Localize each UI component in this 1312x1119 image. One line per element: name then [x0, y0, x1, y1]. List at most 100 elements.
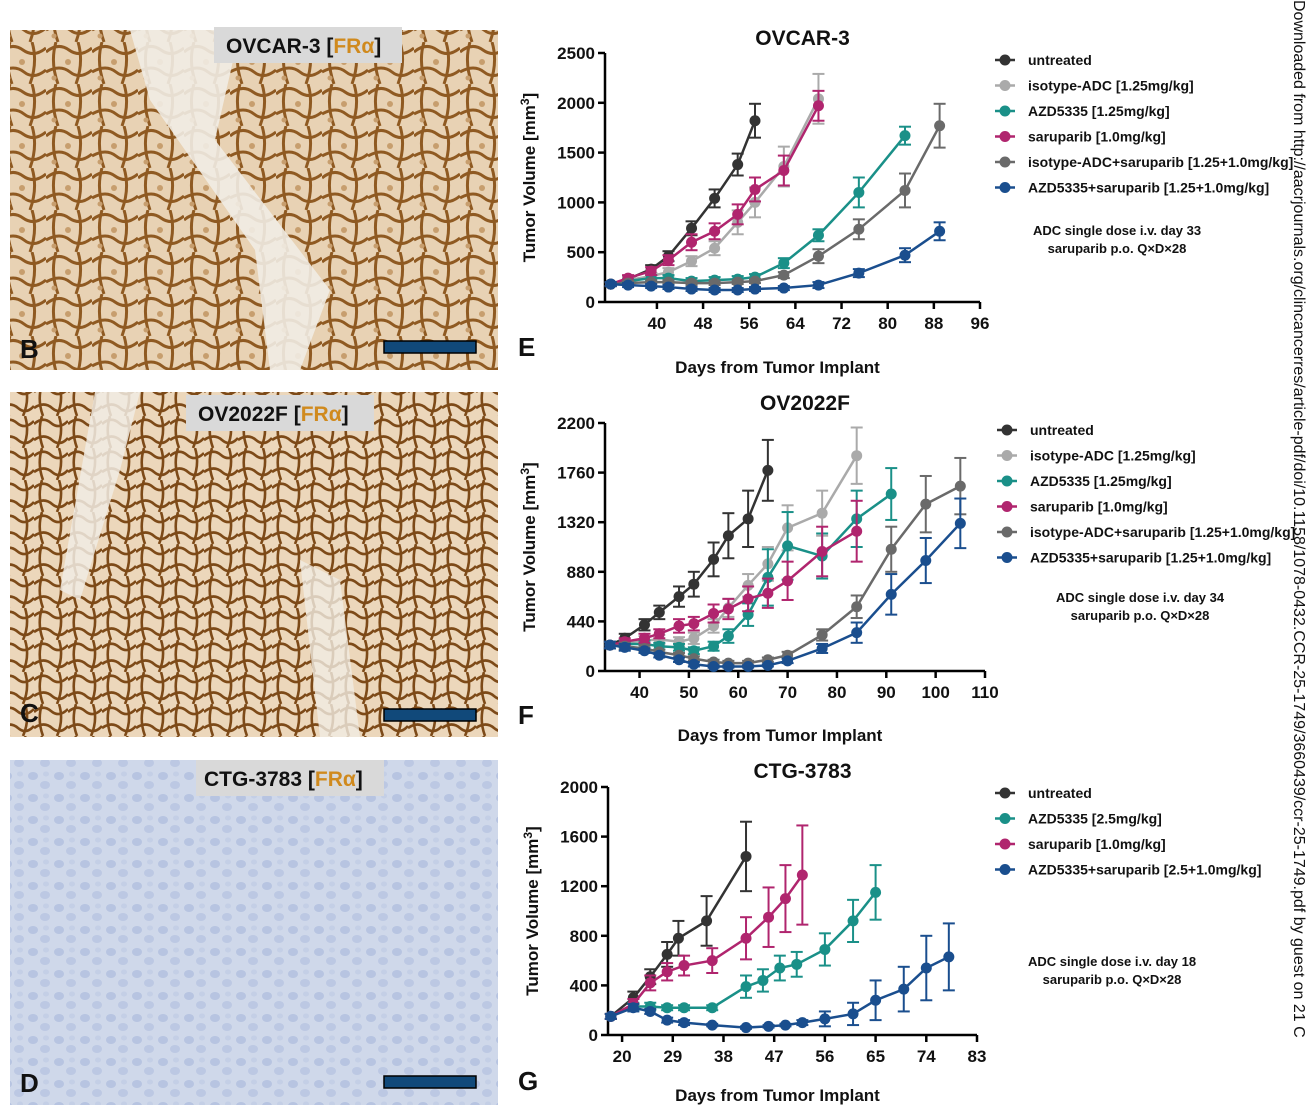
data-point	[853, 186, 865, 198]
series-line	[610, 98, 820, 286]
legend-item: saruparib [1.0mg/kg]	[995, 836, 1166, 852]
data-point	[653, 649, 665, 661]
data-point	[706, 1019, 718, 1031]
data-point	[763, 911, 775, 923]
data-point	[812, 100, 824, 112]
data-point	[899, 130, 911, 142]
data-point	[722, 660, 734, 672]
data-point	[678, 960, 690, 972]
data-point	[706, 1002, 718, 1014]
data-point	[742, 513, 754, 525]
y-tick-label: 1500	[557, 144, 595, 163]
dosing-note: ADC single dose i.v. day 33	[1033, 223, 1201, 238]
y-tick-label: 1760	[557, 464, 595, 483]
image-title: CTG-3783 [FRα]	[204, 768, 363, 791]
legend-label: isotype-ADC+saruparib [1.25+1.0mg/kg]	[1028, 154, 1293, 170]
data-point	[779, 893, 791, 905]
panel-label-b: B	[20, 334, 39, 364]
legend-marker	[999, 156, 1011, 168]
legend-label: isotype-ADC [1.25mg/kg]	[1028, 78, 1194, 94]
data-point	[662, 254, 674, 266]
legend-marker	[999, 813, 1011, 824]
legend-label: saruparib [1.0mg/kg]	[1028, 836, 1166, 852]
legend-label: AZD5335 [1.25mg/kg]	[1028, 103, 1170, 119]
data-point	[688, 632, 700, 644]
data-point	[662, 281, 674, 293]
data-point	[920, 962, 932, 974]
data-point	[638, 645, 650, 657]
data-point	[706, 955, 718, 967]
series-line	[609, 522, 962, 668]
y-tick-label: 2200	[557, 414, 595, 433]
data-point	[686, 236, 698, 248]
data-point	[709, 192, 721, 204]
data-point	[954, 517, 966, 529]
data-point	[688, 618, 700, 630]
x-tick-label: 80	[878, 314, 897, 333]
data-point	[762, 464, 774, 476]
data-point	[816, 629, 828, 641]
series-line	[610, 955, 950, 1029]
x-tick-label: 110	[971, 683, 998, 702]
legend-marker	[1001, 552, 1013, 563]
legend-item: untreated	[997, 422, 1094, 438]
legend-item: isotype-ADC+saruparib [1.25+1.0mg/kg]	[995, 154, 1293, 170]
data-point	[749, 275, 761, 287]
y-tick-label: 800	[570, 927, 598, 946]
legend-marker	[1001, 475, 1013, 487]
x-tick-label: 40	[630, 683, 649, 702]
data-point	[604, 639, 616, 651]
data-point	[638, 619, 650, 631]
x-tick-label: 72	[832, 314, 851, 333]
data-point	[920, 555, 932, 567]
legend-marker	[999, 54, 1011, 66]
data-point	[661, 948, 673, 960]
data-point	[709, 284, 721, 296]
data-point	[796, 1017, 808, 1029]
data-point	[627, 1002, 639, 1014]
y-axis-label: Tumor Volume [mm3]	[518, 462, 539, 631]
legend-label: AZD5335+saruparib [2.5+1.0mg/kg]	[1028, 862, 1261, 878]
data-point	[749, 115, 761, 127]
y-tick-label: 500	[567, 243, 595, 262]
data-point	[853, 267, 865, 279]
series-iso_sar	[604, 102, 946, 290]
legend-label: AZD5335 [1.25mg/kg]	[1030, 473, 1172, 489]
y-tick-label: 880	[567, 563, 595, 582]
data-point	[851, 525, 863, 537]
legend-item: saruparib [1.0mg/kg]	[997, 499, 1168, 515]
data-point	[812, 229, 824, 241]
legend-marker	[999, 105, 1011, 117]
data-point	[819, 1013, 831, 1025]
y-tick-label: 440	[567, 612, 595, 631]
x-tick-label: 90	[877, 683, 896, 702]
panel-label-c: C	[20, 698, 39, 728]
data-point	[749, 183, 761, 195]
legend-item: AZD5335+saruparib [1.25+1.0mg/kg]	[995, 180, 1269, 196]
data-point	[732, 284, 744, 296]
series-line	[609, 485, 961, 665]
image-title-box	[196, 760, 384, 796]
data-point	[782, 575, 794, 587]
x-tick-label: 56	[815, 1047, 834, 1066]
data-point	[943, 951, 955, 963]
dosing-note: saruparib p.o. Q×D×28	[1043, 972, 1182, 987]
chart-ovcar3: OVCAR-3 0 500 1000 1500 2000 2500 40 48 56 64 72 80 8…	[518, 27, 1293, 377]
data-point	[779, 1019, 791, 1031]
x-tick-label: 56	[740, 314, 759, 333]
data-point	[847, 915, 859, 927]
data-point	[673, 654, 685, 666]
data-point	[870, 886, 882, 898]
data-point	[778, 269, 790, 281]
image-title: OVCAR-3 [FRα]	[226, 35, 381, 58]
series-line	[610, 874, 804, 1018]
y-tick-label: 1000	[557, 193, 595, 212]
x-tick-label: 29	[663, 1047, 682, 1066]
data-point	[920, 498, 932, 510]
data-point	[742, 579, 754, 591]
data-point	[645, 280, 657, 292]
data-point	[732, 276, 744, 288]
data-point	[762, 659, 774, 671]
x-tick-label: 47	[765, 1047, 784, 1066]
data-point	[709, 225, 721, 237]
